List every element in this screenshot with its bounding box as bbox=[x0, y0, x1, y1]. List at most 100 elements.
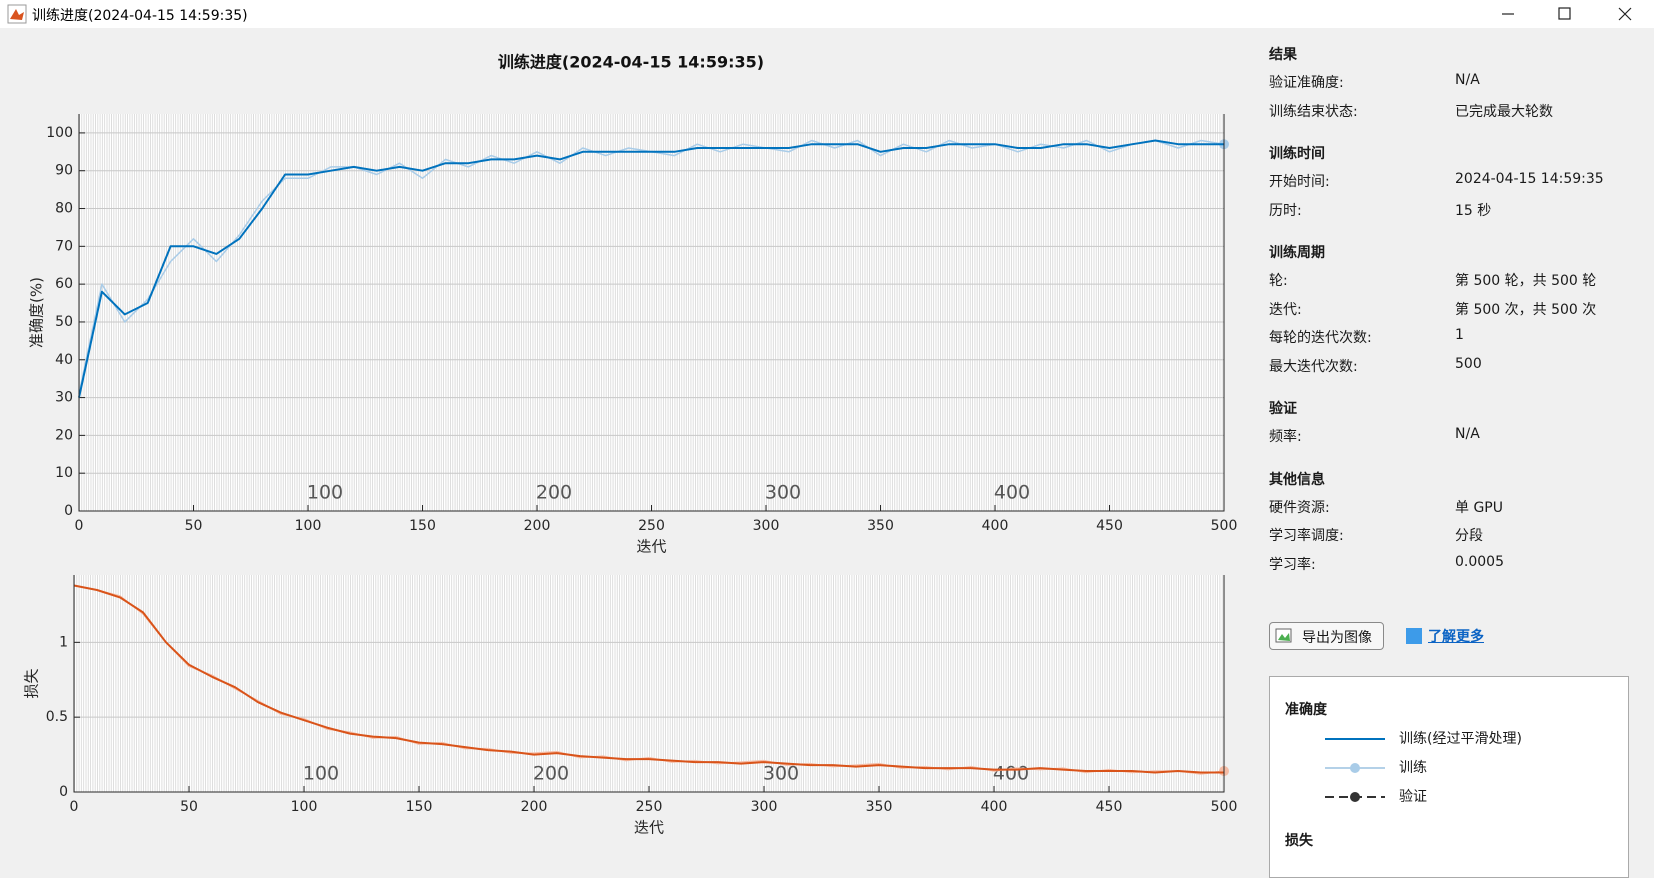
legend-swatch bbox=[1325, 738, 1385, 740]
x-tick-label: 500 bbox=[1211, 799, 1238, 815]
x-axis-label: 迭代 bbox=[636, 538, 666, 556]
section-heading: 训练周期 bbox=[1269, 245, 1325, 261]
section-heading: 验证 bbox=[1269, 401, 1297, 417]
x-tick-label: 200 bbox=[524, 518, 551, 534]
epoch-label: 100 bbox=[307, 482, 343, 504]
y-tick-label: 40 bbox=[55, 352, 73, 368]
info-label: 每轮的迭代次数: bbox=[1269, 330, 1372, 346]
legend-text: 验证 bbox=[1399, 789, 1427, 805]
x-tick-label: 350 bbox=[866, 799, 893, 815]
info-label: 轮: bbox=[1269, 273, 1288, 289]
series-line bbox=[78, 139, 1224, 398]
x-tick-label: 100 bbox=[291, 799, 318, 815]
x-tick-label: 0 bbox=[75, 518, 84, 534]
info-value: 15 秒 bbox=[1455, 202, 1492, 219]
info-value: 0.0005 bbox=[1455, 553, 1504, 570]
axes bbox=[73, 575, 1225, 793]
legend-swatch bbox=[1325, 792, 1385, 802]
info-value: N/A bbox=[1455, 426, 1480, 442]
y-tick-label: 1 bbox=[59, 634, 68, 650]
y-tick-label: 20 bbox=[55, 427, 73, 443]
x-tick-label: 50 bbox=[180, 799, 198, 815]
x-tick-label: 150 bbox=[406, 799, 433, 815]
info-label: 迭代: bbox=[1269, 301, 1302, 318]
epoch-label: 400 bbox=[993, 763, 1029, 785]
series-line bbox=[73, 584, 1224, 774]
y-tick-label: 10 bbox=[55, 465, 73, 481]
section-heading: 其他信息 bbox=[1269, 471, 1325, 488]
learn-more-link[interactable]: 了解更多 bbox=[1428, 629, 1484, 645]
x-tick-label: 100 bbox=[295, 518, 322, 534]
section-heading: 结果 bbox=[1269, 47, 1297, 63]
epoch-label: 300 bbox=[763, 763, 799, 785]
info-value: 已完成最大轮数 bbox=[1455, 103, 1553, 120]
y-tick-label: 80 bbox=[55, 201, 73, 217]
info-label: 训练结束状态: bbox=[1269, 103, 1358, 120]
y-axis-label: 损失 bbox=[23, 668, 41, 698]
y-tick-label: 100 bbox=[46, 125, 73, 141]
x-tick-label: 250 bbox=[638, 518, 665, 534]
x-tick-label: 500 bbox=[1211, 518, 1238, 534]
chart-title: 训练进度(2024-04-15 14:59:35) bbox=[498, 53, 764, 72]
legend-heading: 准确度 bbox=[1285, 702, 1327, 718]
y-tick-label: 30 bbox=[55, 390, 73, 406]
epoch-label: 200 bbox=[533, 763, 569, 785]
info-value: 单 GPU bbox=[1455, 499, 1503, 516]
y-tick-label: 70 bbox=[55, 238, 73, 254]
y-tick-label: 60 bbox=[55, 276, 73, 292]
legend-entry: 训练 bbox=[1325, 757, 1427, 777]
y-tick-label: 0 bbox=[59, 784, 68, 800]
x-tick-label: 300 bbox=[753, 518, 780, 534]
x-tick-label: 400 bbox=[981, 799, 1008, 815]
legend-text: 训练(经过平滑处理) bbox=[1399, 731, 1522, 747]
x-tick-label: 350 bbox=[867, 518, 894, 534]
x-tick-label: 0 bbox=[70, 799, 79, 815]
info-value: 分段 bbox=[1455, 528, 1483, 544]
info-value: 500 bbox=[1455, 355, 1482, 372]
axes bbox=[78, 114, 1225, 512]
window-controls[interactable] bbox=[1484, 0, 1654, 28]
export-icon bbox=[1275, 628, 1292, 643]
export-button[interactable]: 导出为图像 bbox=[1269, 622, 1384, 650]
info-value: 2024-04-15 14:59:35 bbox=[1455, 171, 1604, 187]
x-tick-label: 250 bbox=[636, 799, 663, 815]
window-title: 训练进度(2024-04-15 14:59:35) bbox=[32, 8, 248, 24]
legend-swatch bbox=[1325, 763, 1385, 773]
x-tick-label: 200 bbox=[521, 799, 548, 815]
x-tick-label: 450 bbox=[1096, 518, 1123, 534]
legend-heading: 损失 bbox=[1285, 833, 1313, 849]
epoch-label: 100 bbox=[303, 763, 339, 785]
y-tick-label: 50 bbox=[55, 314, 73, 330]
epoch-label: 300 bbox=[765, 482, 801, 504]
epoch-label: 400 bbox=[994, 482, 1030, 504]
legend-box: 准确度训练(经过平滑处理) 训练验证损失 bbox=[1269, 676, 1629, 878]
x-tick-label: 450 bbox=[1096, 799, 1123, 815]
epoch-label: 200 bbox=[536, 482, 572, 504]
app-icon bbox=[7, 4, 27, 24]
y-tick-label: 0.5 bbox=[46, 709, 68, 725]
info-label: 验证准确度: bbox=[1269, 75, 1344, 91]
info-label: 开始时间: bbox=[1269, 174, 1330, 190]
x-tick-label: 300 bbox=[751, 799, 778, 815]
info-value: N/A bbox=[1455, 72, 1480, 88]
y-axis-label: 准确度(%) bbox=[28, 277, 46, 348]
info-label: 学习率调度: bbox=[1269, 528, 1344, 544]
x-tick-label: 400 bbox=[982, 518, 1009, 534]
info-value: 1 bbox=[1455, 327, 1464, 343]
legend-entry: 验证 bbox=[1325, 786, 1427, 806]
info-label: 硬件资源: bbox=[1269, 499, 1330, 516]
epoch-lines bbox=[74, 575, 1224, 792]
info-value: 第 500 次，共 500 次 bbox=[1455, 301, 1597, 318]
export-label: 导出为图像 bbox=[1302, 630, 1372, 646]
info-label: 频率: bbox=[1269, 429, 1302, 445]
x-tick-label: 150 bbox=[409, 518, 436, 534]
info-icon bbox=[1406, 628, 1422, 644]
legend-text: 训练 bbox=[1399, 760, 1427, 776]
title-bar: 训练进度(2024-04-15 14:59:35) bbox=[0, 0, 1654, 28]
section-heading: 训练时间 bbox=[1269, 146, 1325, 162]
info-label: 学习率: bbox=[1269, 556, 1316, 573]
info-label: 最大迭代次数: bbox=[1269, 358, 1358, 375]
y-tick-label: 0 bbox=[64, 503, 73, 519]
